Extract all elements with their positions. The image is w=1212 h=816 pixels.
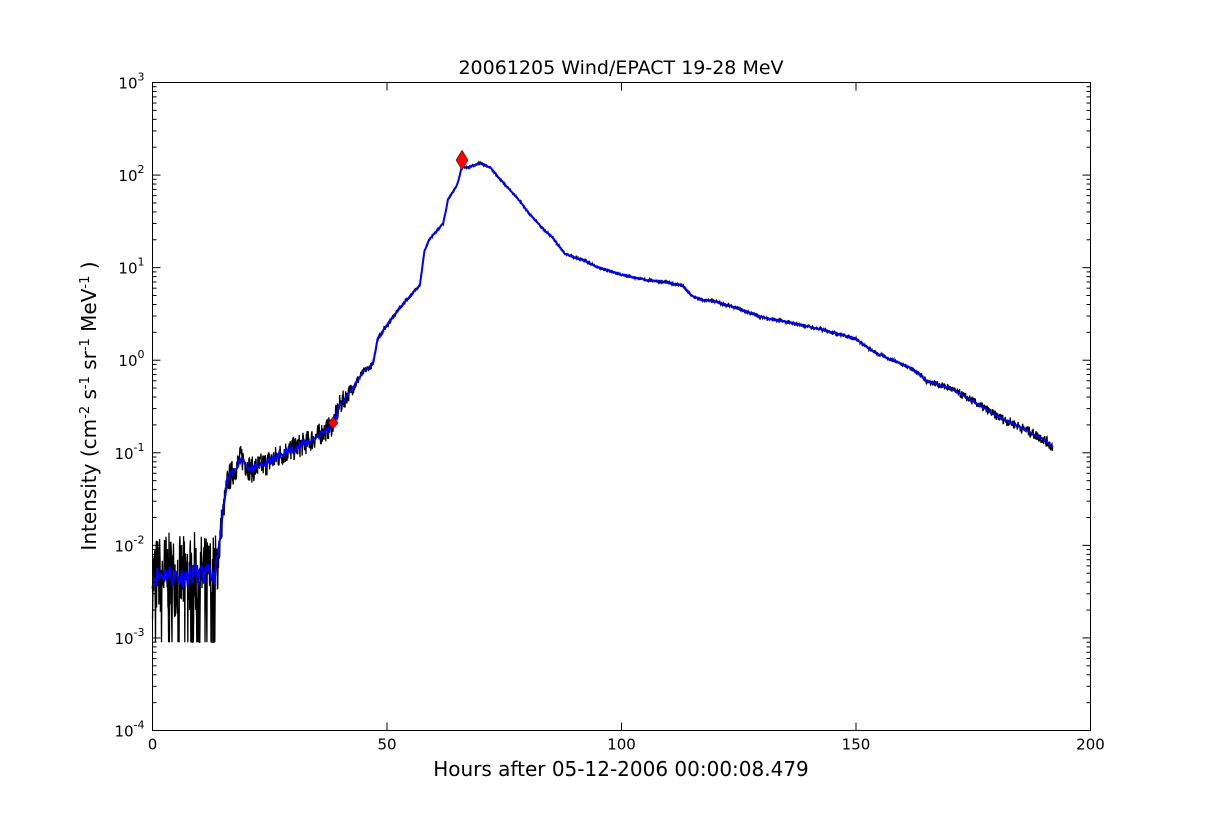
y-tick-label: 102: [118, 163, 144, 185]
y-tick-label: 10-2: [114, 533, 144, 555]
y-label-part: s: [77, 389, 101, 406]
chart-title: 20061205 Wind/EPACT 19-28 MeV: [458, 57, 783, 79]
plot-lines: [151, 149, 1054, 643]
x-tick-label: 150: [842, 736, 871, 754]
y-tick-label: 10-1: [114, 441, 144, 463]
y-label-part: -1: [78, 376, 93, 389]
y-label-part: sr: [77, 350, 101, 376]
plot-frame: [152, 82, 1091, 731]
y-label-part: -2: [78, 406, 93, 419]
x-tick-label: 200: [1076, 736, 1105, 754]
y-label-part: ): [77, 261, 101, 275]
y-label-part: MeV: [77, 288, 101, 338]
peak-marker: [455, 149, 469, 171]
y-label-part: Intensity (cm: [77, 419, 101, 551]
x-tick-label: 0: [148, 736, 158, 754]
x-tick-label: 50: [377, 736, 396, 754]
axes: 0 50 100 150 200 10-4 10-3 10-2 10-1 100 101 102 103: [114, 71, 1104, 754]
x-tick-label: 100: [607, 736, 636, 754]
y-label-part: -1: [78, 276, 93, 289]
y-label-part: -1: [78, 338, 93, 351]
smoothed-series-line: [151, 162, 1054, 589]
y-tick-label: 10-3: [114, 626, 144, 648]
y-tick-label: 10-4: [114, 719, 144, 741]
y-tick-label: 100: [118, 348, 144, 370]
x-axis-label: Hours after 05-12-2006 00:00:08.479: [433, 757, 809, 781]
y-tick-label: 101: [118, 256, 144, 278]
raw-series-line: [151, 160, 1054, 643]
onset-marker: [327, 416, 339, 430]
y-tick-label: 103: [118, 71, 144, 93]
y-axis-label: Intensity (cm-2 s-1 sr-1 MeV-1 ): [77, 261, 101, 550]
